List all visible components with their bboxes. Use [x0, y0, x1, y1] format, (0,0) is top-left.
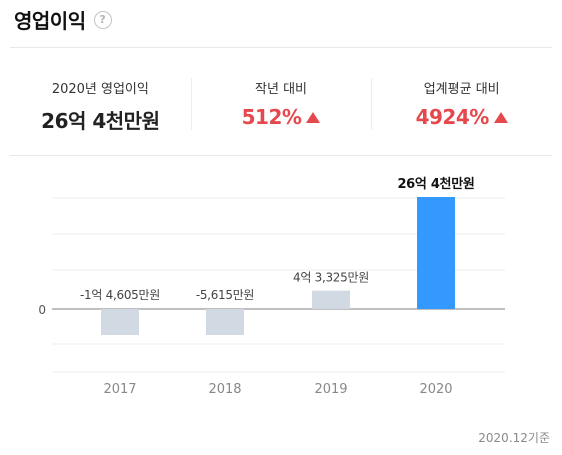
stat-label: 업계평균 대비 [423, 82, 500, 97]
data-label: -5,615만원 [196, 288, 254, 302]
bar-2020 [417, 197, 455, 309]
stat-vs-industry: 업계평균 대비 4924% [371, 76, 552, 140]
data-label: 4억 3,325만원 [293, 271, 369, 285]
stats-divider [10, 155, 552, 156]
x-tick-label: 2017 [103, 382, 136, 397]
stat-vs-last-year: 작년 대비 512% [190, 76, 372, 140]
data-label: -1억 4,605만원 [80, 288, 160, 302]
stat-value: 512% [241, 105, 302, 129]
triangle-up-icon [306, 112, 321, 123]
data-label: 26억 4천만원 [397, 176, 474, 192]
stat-operating-profit: 2020년 영업이익 26억 4천만원 [10, 76, 191, 140]
bar-2019 [312, 290, 350, 309]
footnote: 2020.12기준 [478, 431, 550, 445]
help-icon[interactable]: ? [93, 11, 112, 29]
x-tick-label: 2018 [208, 382, 241, 397]
triangle-up-icon [493, 112, 508, 123]
bar-2018 [206, 309, 244, 335]
section-title: 영업이익 [14, 8, 86, 33]
header-divider [10, 47, 552, 48]
stat-value: 26억 4천만원 [41, 109, 160, 133]
bar-2017 [101, 309, 139, 335]
stat-label: 작년 대비 [255, 82, 307, 97]
x-tick-label: 2020 [419, 382, 452, 397]
stat-value: 4924% [415, 105, 490, 129]
y-tick-label: 0 [38, 303, 46, 317]
x-tick-label: 2019 [314, 382, 347, 397]
summary-stats: 2020년 영업이익 26억 4천만원 작년 대비 512% 업계평균 대비 4… [10, 76, 552, 140]
stat-label: 2020년 영업이익 [51, 82, 149, 97]
section-header: 영업이익 ? [14, 4, 112, 34]
